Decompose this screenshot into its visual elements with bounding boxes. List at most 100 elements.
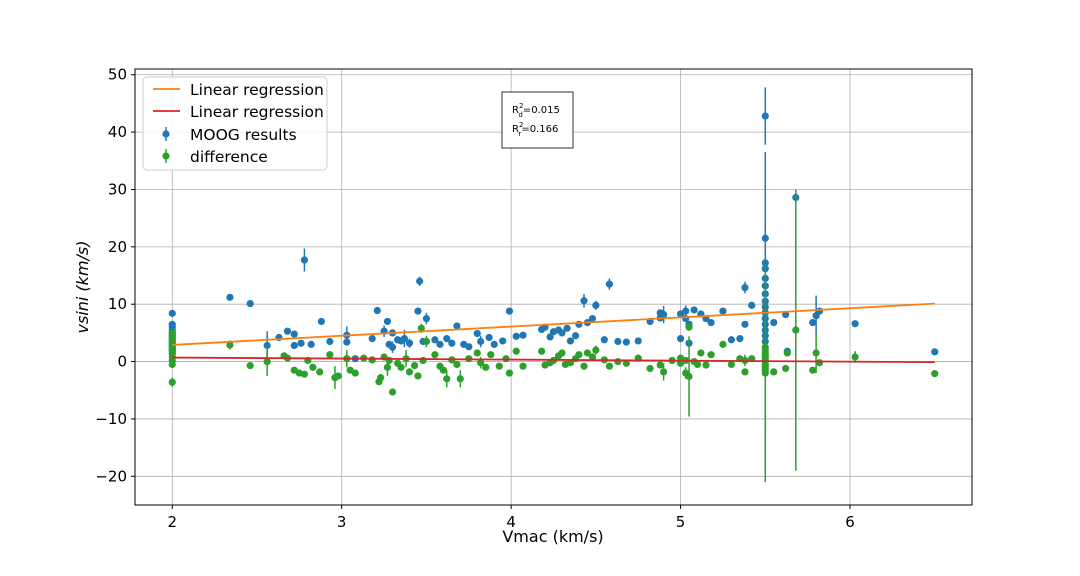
data-point [487, 351, 495, 359]
data-point [646, 364, 654, 373]
data-point [851, 353, 859, 361]
data-point [490, 340, 498, 348]
data-point [439, 366, 447, 374]
data-point [477, 337, 485, 346]
data-point [614, 357, 622, 366]
data-point [316, 368, 324, 376]
data-point [400, 335, 408, 343]
data-point [410, 361, 419, 370]
data-point [512, 347, 520, 355]
data-point [792, 326, 800, 334]
x-tick-label: 6 [845, 513, 855, 531]
data-point [634, 337, 642, 345]
data-point [685, 372, 693, 381]
data-point [761, 234, 769, 242]
data-point [422, 314, 431, 323]
data-point [719, 307, 727, 315]
data-point [368, 356, 376, 364]
data-point [690, 306, 698, 314]
data-point [416, 277, 424, 285]
data-point [505, 369, 514, 377]
data-point [309, 363, 317, 371]
legend-label-difference: difference [190, 148, 268, 166]
y-tick-label: 0 [117, 353, 127, 371]
data-point [485, 333, 493, 342]
data-point [748, 301, 756, 309]
data-point [575, 351, 583, 359]
data-point [727, 336, 736, 344]
data-point [383, 317, 392, 326]
data-point [405, 368, 414, 376]
data-point [580, 297, 588, 305]
data-point [300, 370, 309, 378]
data-point [600, 336, 608, 344]
data-point [782, 364, 790, 373]
data-point [605, 362, 614, 370]
data-point [588, 314, 597, 323]
annotation-line-1: R2 d=0.015 [512, 102, 560, 119]
data-point [761, 112, 769, 120]
data-point [290, 341, 298, 350]
annotation-line-2: R2 r=0.166 [512, 121, 558, 138]
data-point [397, 363, 405, 371]
data-point [592, 301, 600, 309]
data-point [326, 351, 334, 359]
data-point [246, 300, 254, 308]
data-point [931, 348, 939, 356]
data-point [422, 337, 431, 346]
data-point [482, 363, 490, 371]
data-point [571, 332, 580, 340]
regression-line-1 [172, 302, 935, 346]
data-point [368, 335, 376, 343]
data-point [770, 318, 778, 327]
data-point [465, 343, 473, 351]
data-point [583, 349, 591, 357]
data-point [443, 375, 451, 383]
data-point [812, 349, 820, 357]
data-point [388, 388, 397, 396]
data-point [495, 362, 503, 370]
data-point [546, 333, 554, 341]
data-point [453, 322, 461, 330]
data-point [761, 366, 769, 374]
data-point [317, 317, 325, 326]
data-point [592, 346, 600, 354]
data-point [622, 359, 630, 367]
data-point [558, 329, 566, 337]
data-point [697, 349, 705, 357]
data-point [405, 339, 414, 347]
data-point [226, 341, 234, 349]
data-point [505, 307, 514, 315]
data-point [519, 362, 527, 370]
data-point [519, 331, 527, 339]
data-point [414, 307, 422, 315]
data-point [307, 340, 315, 348]
data-point [815, 307, 824, 315]
data-point [566, 359, 575, 367]
data-point [538, 347, 546, 355]
data-point [682, 307, 690, 315]
data-point [290, 330, 298, 338]
y-tick-label: −10 [95, 410, 127, 428]
data-point [373, 306, 381, 315]
data-point [385, 356, 393, 365]
data-point [419, 356, 427, 365]
data-point [727, 360, 736, 369]
data-point [448, 339, 456, 347]
y-tick-label: 30 [108, 180, 127, 198]
data-point [809, 318, 817, 327]
data-point [707, 351, 715, 359]
x-tick-label: 2 [168, 513, 178, 531]
data-point [558, 349, 566, 357]
data-point [563, 324, 571, 332]
data-point [580, 362, 588, 370]
data-point [770, 368, 778, 376]
data-point [660, 310, 668, 319]
data-point [499, 337, 507, 345]
data-point [263, 357, 271, 366]
data-point [702, 361, 710, 369]
legend-label-moog: MOOG results [190, 126, 297, 144]
data-point [326, 337, 334, 346]
legend: Linear regression Linear regression MOOG… [142, 76, 328, 171]
data-point [656, 361, 664, 369]
